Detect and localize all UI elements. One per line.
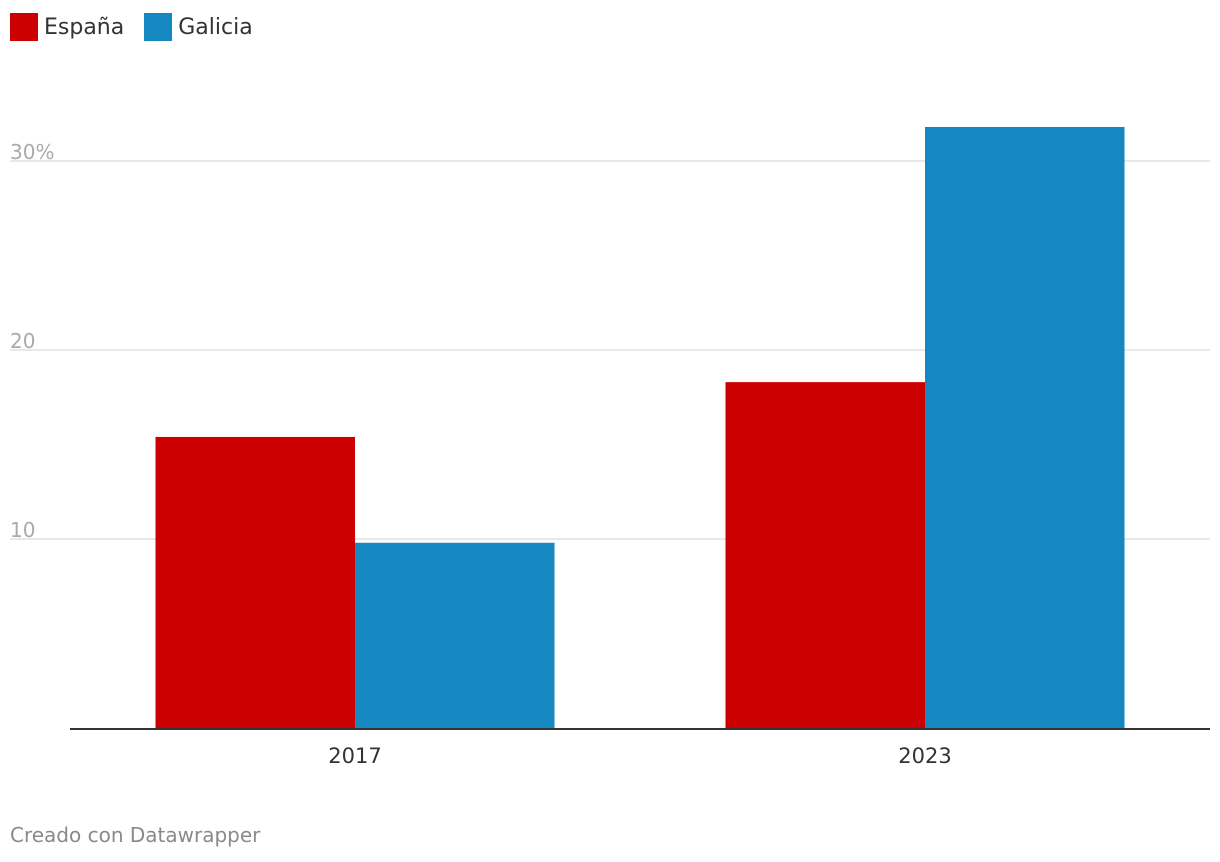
y-tick-label-10: 10 <box>10 518 35 542</box>
x-tick-label-2017: 2017 <box>328 744 381 768</box>
bar-chart-plot: 10 20 30% 2017 2023 <box>0 0 1220 862</box>
bar-espaa-2023 <box>726 382 926 728</box>
y-tick-label-30: 30% <box>10 140 54 164</box>
chart-container: España Galicia 10 20 30% 2017 2023 Creado co… <box>0 0 1220 862</box>
bar-galicia-2017 <box>355 543 555 728</box>
y-tick-label-20: 20 <box>10 329 35 353</box>
credit-text: Creado con Datawrapper <box>10 823 260 847</box>
bar-espaa-2017 <box>156 437 356 728</box>
bar-galicia-2023 <box>925 127 1125 728</box>
x-tick-label-2023: 2023 <box>898 744 951 768</box>
